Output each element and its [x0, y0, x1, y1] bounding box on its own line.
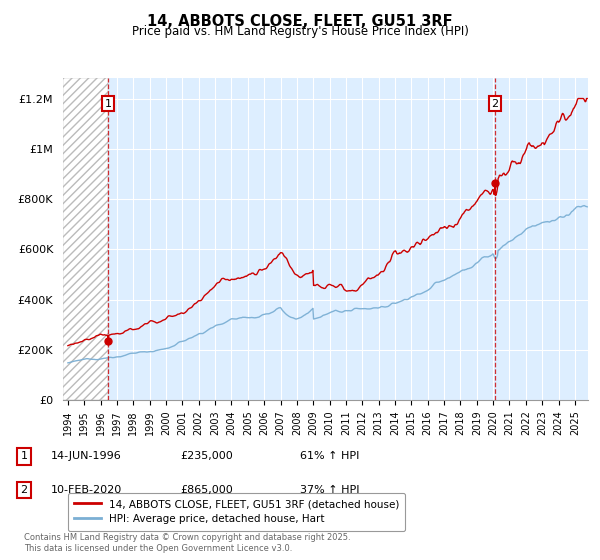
Bar — [63, 78, 108, 400]
Text: Price paid vs. HM Land Registry's House Price Index (HPI): Price paid vs. HM Land Registry's House … — [131, 25, 469, 38]
Text: Contains HM Land Registry data © Crown copyright and database right 2025.
This d: Contains HM Land Registry data © Crown c… — [24, 533, 350, 553]
Text: £235,000: £235,000 — [180, 451, 233, 461]
Text: 14-JUN-1996: 14-JUN-1996 — [51, 451, 122, 461]
Text: 1: 1 — [20, 451, 28, 461]
Text: 2: 2 — [491, 99, 499, 109]
Text: 37% ↑ HPI: 37% ↑ HPI — [300, 485, 359, 495]
Text: 10-FEB-2020: 10-FEB-2020 — [51, 485, 122, 495]
Text: 61% ↑ HPI: 61% ↑ HPI — [300, 451, 359, 461]
Legend: 14, ABBOTS CLOSE, FLEET, GU51 3RF (detached house), HPI: Average price, detached: 14, ABBOTS CLOSE, FLEET, GU51 3RF (detac… — [68, 493, 406, 531]
Text: 2: 2 — [20, 485, 28, 495]
Text: £865,000: £865,000 — [180, 485, 233, 495]
Text: 14, ABBOTS CLOSE, FLEET, GU51 3RF: 14, ABBOTS CLOSE, FLEET, GU51 3RF — [147, 14, 453, 29]
Text: 1: 1 — [104, 99, 112, 109]
